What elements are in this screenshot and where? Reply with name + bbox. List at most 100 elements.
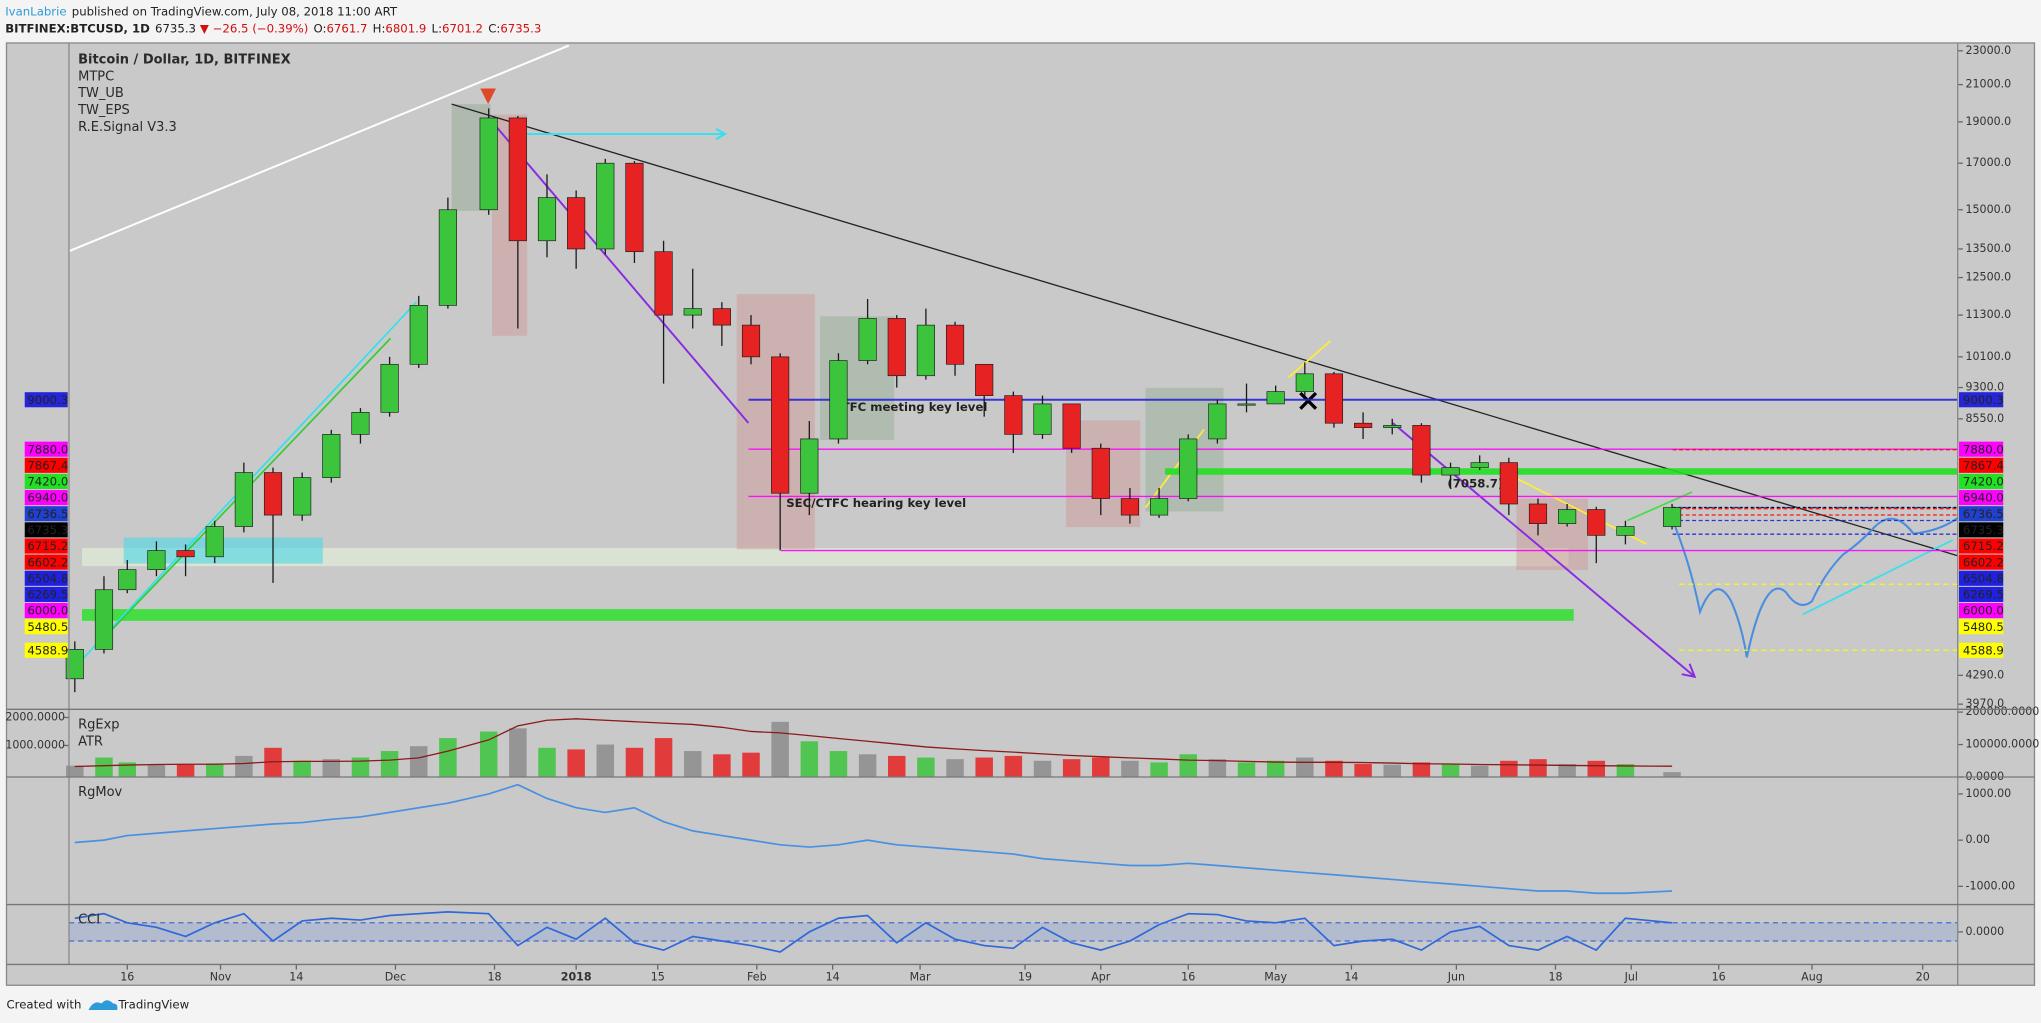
volume-bar <box>975 757 993 778</box>
volume-bar <box>1296 757 1314 778</box>
volume-bar <box>1587 760 1606 778</box>
candle-body <box>351 412 370 435</box>
level-box <box>24 441 68 457</box>
candle-body <box>1324 373 1344 424</box>
volume-bar <box>771 721 789 778</box>
candle-body <box>712 308 731 326</box>
series-name: RgExp <box>78 717 119 732</box>
indicator-line <box>74 783 1673 895</box>
volume-bar <box>1092 757 1110 778</box>
author[interactable]: IvanLabrie <box>5 4 66 18</box>
level-box <box>24 642 68 658</box>
series-name: ATR <box>78 734 103 749</box>
candle-body <box>1616 526 1635 536</box>
volume-bar <box>1150 762 1168 778</box>
level-label: 7867.4 <box>27 458 68 472</box>
level-box <box>24 619 68 635</box>
cross-marker <box>1299 391 1318 410</box>
candle-body <box>1295 373 1314 392</box>
volume-bar <box>800 741 819 778</box>
brand-logo <box>88 1000 118 1010</box>
y-tick-label: 23000.0 <box>1966 44 2012 57</box>
level-box <box>24 522 68 538</box>
level-box <box>1958 619 2004 635</box>
candle-body <box>683 308 702 316</box>
level-box <box>1958 554 2004 570</box>
annotation: SEC/CTFC hearing key level <box>786 496 966 510</box>
volume-bar <box>1121 760 1139 778</box>
y-tick-label: 21000.0 <box>1966 78 2012 91</box>
candle-body <box>118 569 137 591</box>
arrow-head <box>1681 663 1697 679</box>
candle-body <box>916 324 935 377</box>
volume-bar <box>946 759 964 778</box>
x-tick-label: 16 <box>1712 970 1726 983</box>
volume-bar <box>1325 760 1343 778</box>
level-label: 4588.9 <box>1963 643 2004 657</box>
level-label: 6715.2 <box>27 539 68 553</box>
y-tick-label: 13500.0 <box>1966 242 2012 255</box>
x-tick-label: Jun <box>1447 970 1465 983</box>
volume-bar <box>683 751 702 778</box>
level-label: 9000.3 <box>1963 393 2004 407</box>
annotation: CTFC meeting key level <box>833 400 987 414</box>
level-label: 6940.0 <box>27 491 68 505</box>
volume-bar <box>1179 754 1197 778</box>
level-label: 6504.8 <box>1963 571 2004 585</box>
y-tick-label: 0.00 <box>1966 833 1991 846</box>
arrow-head <box>715 128 727 141</box>
candle-body <box>147 550 166 570</box>
arrow <box>1288 340 1331 379</box>
x-tick-label: 18 <box>1548 970 1562 983</box>
volume-bar <box>235 755 253 778</box>
candle-body <box>1266 391 1285 405</box>
candle-body <box>537 197 557 242</box>
level-label: 9000.3 <box>27 393 68 407</box>
candle-body <box>1033 403 1052 435</box>
volume-bar <box>1616 764 1635 778</box>
x-tick-label: Aug <box>1801 970 1823 983</box>
candle-body <box>625 162 644 253</box>
level-box <box>1958 490 2004 506</box>
volume-bar <box>205 763 224 778</box>
candle-body <box>858 318 877 361</box>
symbol: BITFINEX:BTCUSD, 1D <box>5 21 150 35</box>
level-label: 6000.0 <box>27 604 68 618</box>
indicator-name: MTPC <box>78 69 114 84</box>
x-tick-label: Apr <box>1091 970 1111 983</box>
ohlc-value: 6801.9 <box>385 21 426 35</box>
candle-body <box>741 324 761 358</box>
level-box <box>1958 642 2004 658</box>
y-tick-label: 0.0000 <box>1966 925 2005 938</box>
volume-bar <box>1208 759 1227 778</box>
publish-line: IvanLabrie published on TradingView.com, … <box>5 4 398 18</box>
volume-bar <box>1470 765 1489 778</box>
chart-bg <box>5 42 2036 986</box>
x-tick-label: 19 <box>1018 970 1032 983</box>
level-box <box>1958 586 2004 602</box>
level-box <box>1958 603 2004 619</box>
indicator-name: R.E.Signal V3.3 <box>78 120 177 135</box>
volume-bar <box>1558 764 1576 778</box>
candle-body <box>176 550 195 558</box>
indicator-line <box>74 911 1673 953</box>
candle-body <box>293 477 312 516</box>
volume-bar <box>1441 764 1460 778</box>
level-label: 6602.2 <box>27 555 68 569</box>
candle-body <box>1558 509 1577 524</box>
candle-body <box>1470 462 1489 468</box>
candle-body <box>1179 438 1198 499</box>
footer-brand[interactable]: TradingView <box>117 997 189 1011</box>
volume-bar <box>439 738 457 778</box>
candle-body <box>94 589 114 650</box>
volume-bar <box>1383 764 1401 778</box>
level-label: 4588.9 <box>27 643 68 657</box>
ohlc-label: L: <box>432 21 442 35</box>
y-tick-label: 4290.0 <box>1966 668 2005 681</box>
level-label: 6735.3 <box>27 523 68 537</box>
volume-bar <box>147 764 166 778</box>
volume-bar <box>95 757 113 778</box>
x-tick-label: Nov <box>210 970 232 983</box>
footer-created: Created with <box>7 997 82 1011</box>
